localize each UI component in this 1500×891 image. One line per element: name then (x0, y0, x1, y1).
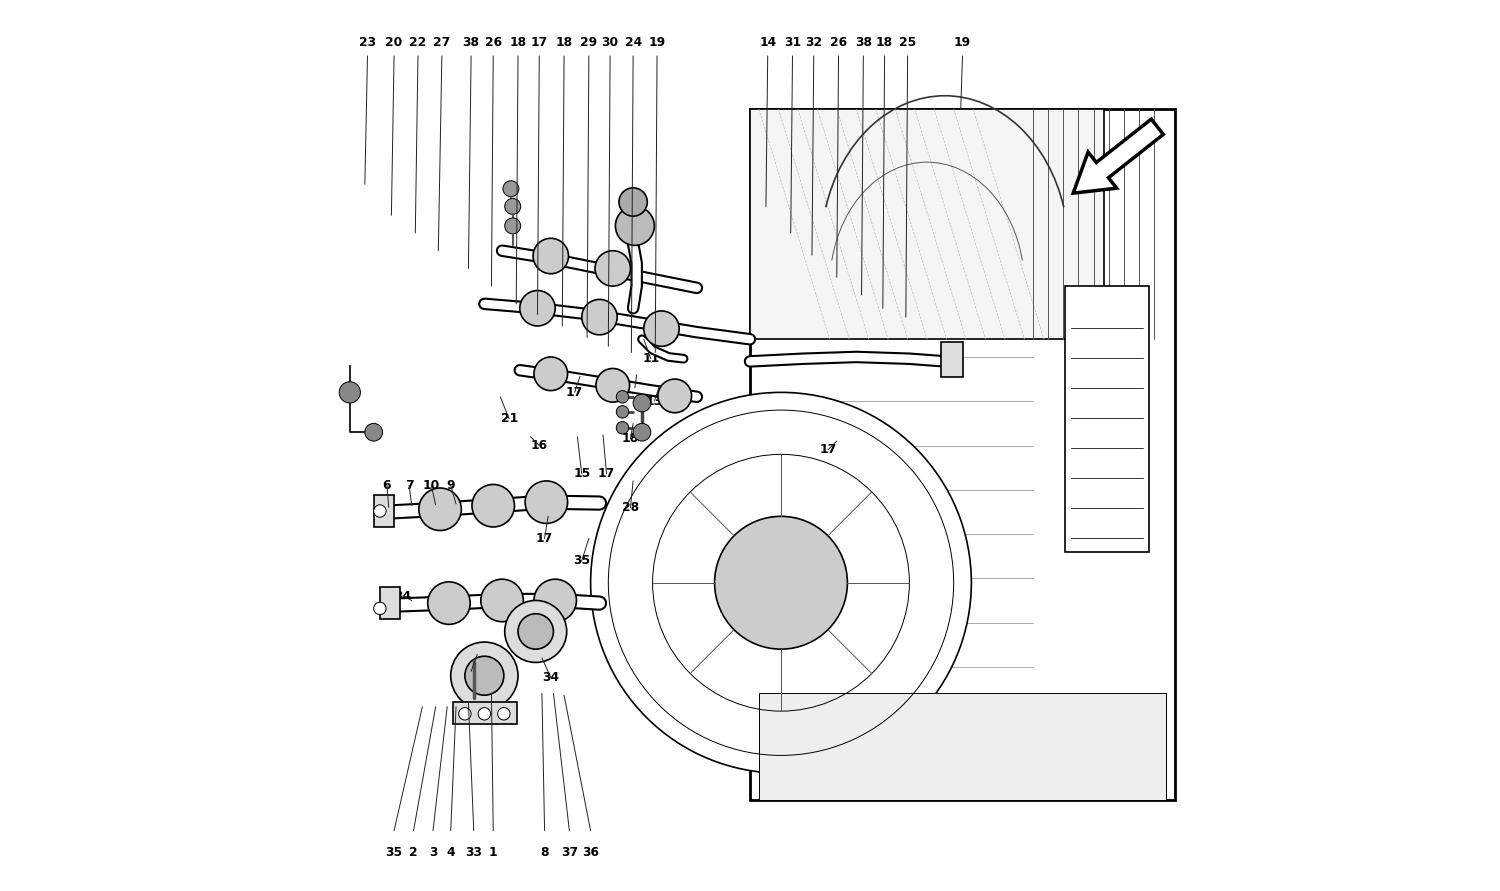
Bar (1065, 286, 1149, 552)
Text: 36: 36 (582, 846, 598, 859)
Text: 35: 35 (386, 846, 402, 859)
Text: 3: 3 (429, 846, 438, 859)
Text: 27: 27 (433, 37, 450, 49)
Text: 6: 6 (382, 478, 392, 492)
Polygon shape (374, 495, 394, 527)
Circle shape (591, 392, 972, 773)
Text: 5: 5 (466, 665, 476, 678)
Circle shape (503, 181, 519, 197)
Circle shape (504, 218, 520, 233)
Text: 8: 8 (540, 846, 549, 859)
Circle shape (520, 290, 555, 326)
Bar (759, 693, 1166, 800)
Circle shape (374, 602, 386, 615)
Text: 33: 33 (465, 846, 482, 859)
Circle shape (596, 250, 630, 286)
Circle shape (518, 614, 554, 650)
Text: 16: 16 (531, 439, 548, 452)
Bar (750, 109, 1174, 800)
Circle shape (504, 199, 520, 215)
Text: 26: 26 (830, 37, 848, 49)
Text: 37: 37 (561, 846, 578, 859)
Text: 21: 21 (501, 413, 518, 425)
Text: 19: 19 (648, 37, 666, 49)
Circle shape (616, 405, 628, 418)
Circle shape (596, 369, 630, 402)
Text: 17: 17 (598, 468, 615, 480)
Text: 24: 24 (624, 37, 642, 49)
Circle shape (478, 707, 490, 720)
Circle shape (525, 481, 567, 523)
Circle shape (616, 390, 628, 403)
Text: 34: 34 (543, 671, 560, 684)
Circle shape (633, 423, 651, 441)
Text: 17: 17 (531, 37, 548, 49)
Circle shape (633, 394, 651, 412)
Text: 20: 20 (386, 37, 402, 49)
Bar (750, 109, 1104, 339)
Circle shape (459, 707, 471, 720)
Text: 11: 11 (642, 352, 660, 365)
Text: 28: 28 (622, 501, 639, 514)
Bar (942, 342, 963, 377)
Text: 4: 4 (447, 846, 454, 859)
Text: 18: 18 (876, 37, 892, 49)
Polygon shape (453, 702, 518, 724)
Text: 17: 17 (819, 444, 837, 456)
Circle shape (620, 188, 648, 217)
Circle shape (450, 642, 518, 709)
Circle shape (534, 579, 576, 622)
Circle shape (498, 707, 510, 720)
Text: 18: 18 (622, 432, 639, 445)
Text: 23: 23 (358, 37, 376, 49)
Circle shape (658, 379, 692, 413)
Circle shape (374, 505, 386, 517)
Text: 15: 15 (573, 468, 591, 480)
Text: 14: 14 (759, 37, 777, 49)
Text: 13: 13 (646, 395, 663, 408)
Text: 7: 7 (405, 478, 414, 492)
Text: 26: 26 (484, 37, 502, 49)
Circle shape (419, 488, 462, 530)
Text: 31: 31 (784, 37, 801, 49)
Text: 10: 10 (423, 478, 439, 492)
FancyArrow shape (1072, 119, 1164, 193)
Circle shape (339, 381, 360, 403)
Text: 38: 38 (462, 37, 480, 49)
Circle shape (472, 485, 514, 527)
Circle shape (616, 421, 628, 434)
Text: 32: 32 (806, 37, 822, 49)
Circle shape (582, 299, 616, 335)
Circle shape (644, 311, 680, 347)
Text: 25: 25 (898, 37, 916, 49)
Polygon shape (380, 587, 400, 619)
Text: 30: 30 (602, 37, 618, 49)
Text: 34: 34 (394, 590, 411, 602)
Text: 1: 1 (489, 846, 498, 859)
Text: 22: 22 (410, 37, 426, 49)
Circle shape (615, 207, 654, 245)
Circle shape (504, 601, 567, 662)
Circle shape (364, 423, 382, 441)
Text: 18: 18 (555, 37, 573, 49)
Text: 9: 9 (447, 478, 454, 492)
Text: 29: 29 (580, 37, 597, 49)
Text: 12: 12 (627, 381, 644, 395)
Text: 19: 19 (954, 37, 970, 49)
Circle shape (534, 357, 567, 390)
Text: 2: 2 (410, 846, 419, 859)
Text: 17: 17 (566, 386, 584, 399)
Text: 35: 35 (573, 554, 591, 567)
Text: 18: 18 (510, 37, 526, 49)
Text: 17: 17 (536, 532, 554, 545)
Circle shape (465, 657, 504, 695)
Text: 38: 38 (855, 37, 871, 49)
Circle shape (427, 582, 470, 625)
Circle shape (482, 579, 524, 622)
Circle shape (714, 517, 848, 650)
Circle shape (532, 238, 568, 274)
